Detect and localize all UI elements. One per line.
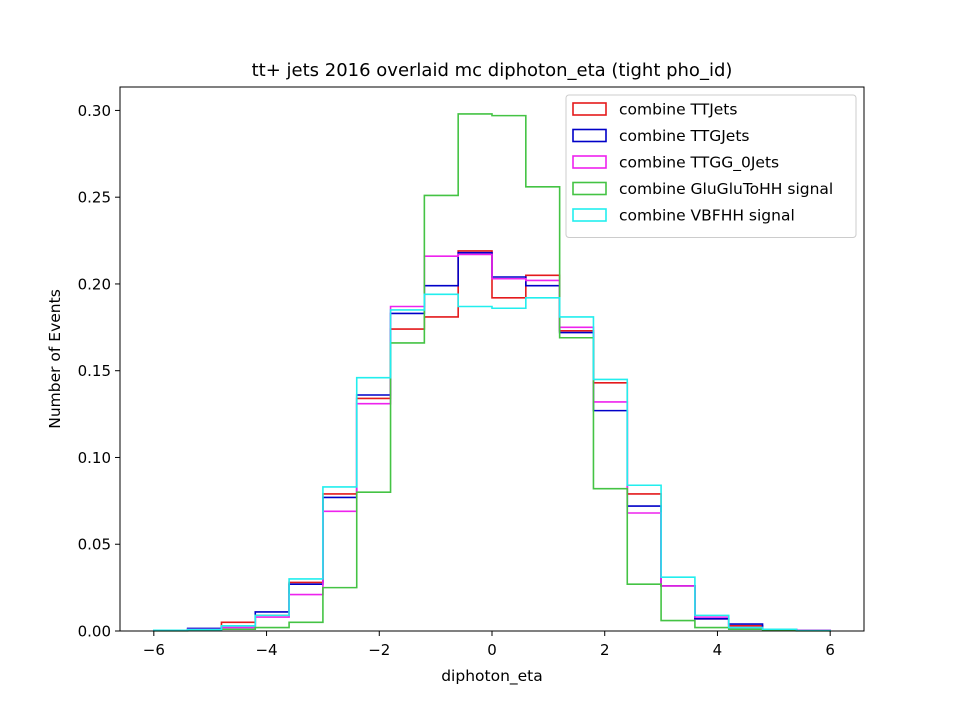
y-tick-label: 0.20 <box>78 275 111 293</box>
x-tick-label: 6 <box>825 641 835 659</box>
y-tick-label: 0.10 <box>78 449 111 467</box>
legend-label: combine TTGJets <box>619 127 749 145</box>
y-tick-label: 0.30 <box>78 102 111 120</box>
chart-title: tt+ jets 2016 overlaid mc diphoton_eta (… <box>252 60 733 81</box>
legend: combine TTJets combine TTGJets combine TTG… <box>565 94 857 238</box>
x-tick-label: 4 <box>713 641 723 659</box>
x-tick-label: −6 <box>143 641 165 659</box>
legend-label: combine TTGG_0Jets <box>619 154 779 173</box>
legend-swatch <box>572 155 607 169</box>
legend-swatch <box>572 128 607 143</box>
x-tick-label: 0 <box>487 641 497 659</box>
legend-swatch <box>572 181 607 196</box>
legend-swatch <box>572 102 607 116</box>
y-tick-label: 0.00 <box>78 623 111 641</box>
y-tick-label: 0.05 <box>78 536 111 554</box>
x-axis: −6 −4 −2 0 2 4 6 <box>143 631 835 659</box>
x-tick-label: −4 <box>255 641 277 659</box>
x-tick-label: 2 <box>600 641 610 659</box>
y-axis: 0.00 0.05 0.10 0.15 0.20 0.25 0.30 <box>78 102 120 641</box>
series-line-4 <box>153 293 831 632</box>
legend-swatch <box>572 208 607 222</box>
legend-label: combine GluGluToHH signal <box>619 180 833 198</box>
legend-label: combine TTJets <box>619 101 737 119</box>
x-tick-label: −2 <box>368 641 390 659</box>
legend-box <box>565 94 857 238</box>
x-axis-label: diphoton_eta <box>441 667 543 686</box>
plot-area <box>153 113 831 632</box>
y-tick-label: 0.15 <box>78 362 111 380</box>
y-axis-label: Number of Events <box>46 289 64 429</box>
legend-label: combine VBFHH signal <box>619 207 795 225</box>
y-tick-label: 0.25 <box>78 189 111 207</box>
